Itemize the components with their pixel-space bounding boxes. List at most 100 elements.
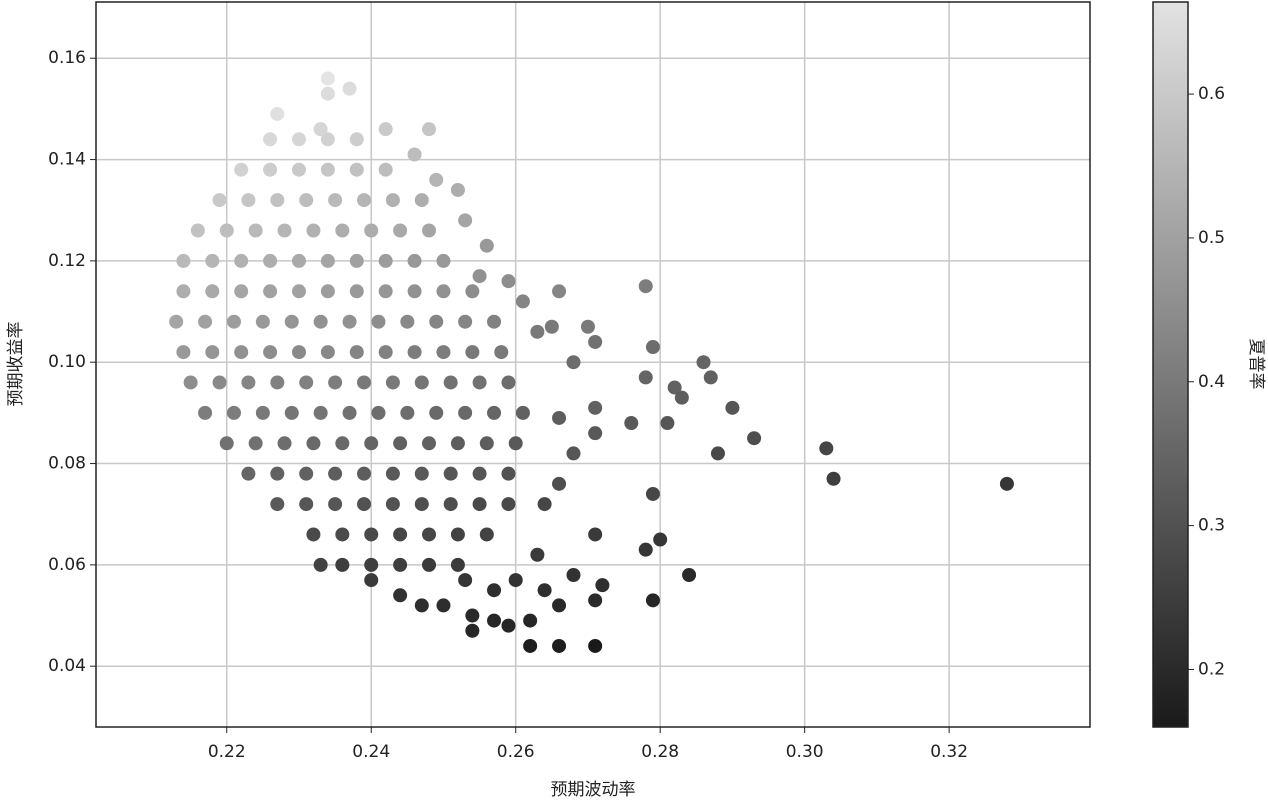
point [443,375,458,390]
point [313,314,328,329]
point [436,598,451,613]
point [645,593,660,608]
point [263,162,278,177]
point [270,193,285,208]
point [472,497,487,512]
point [508,436,523,451]
point [212,375,227,390]
point [335,527,350,542]
point [487,613,502,628]
point [364,573,379,588]
point [414,598,429,613]
point [515,405,530,420]
point [645,340,660,355]
point [595,578,610,593]
point [638,279,653,294]
point [205,284,220,299]
point [458,213,473,228]
point [241,375,256,390]
point [270,466,285,481]
point [364,436,379,451]
point [385,193,400,208]
point [414,466,429,481]
y-tick-label: 0.04 [48,656,86,676]
point [566,446,581,461]
point [205,345,220,360]
point [465,608,480,623]
colorbar-tick-label: 0.5 [1198,228,1225,248]
point [696,355,711,370]
point [364,557,379,572]
point [653,532,668,547]
point [335,436,350,451]
colorbar-tick-label: 0.3 [1198,516,1225,536]
point [313,405,328,420]
point [588,400,603,415]
point [328,497,343,512]
point [306,436,321,451]
point [212,193,227,208]
point [378,284,393,299]
point [241,466,256,481]
point [501,375,516,390]
point [393,557,408,572]
x-tick-label: 0.28 [641,742,679,762]
point [313,557,328,572]
point [436,284,451,299]
point [169,314,184,329]
point [342,81,357,96]
point [205,253,220,268]
point [299,375,314,390]
y-tick-label: 0.08 [48,454,86,474]
point [234,253,249,268]
point [667,380,682,395]
point [479,436,494,451]
point [320,132,335,147]
point [552,598,567,613]
point [349,162,364,177]
point [450,436,465,451]
point [357,193,372,208]
point [385,466,400,481]
point [537,583,552,598]
point [378,253,393,268]
point [400,405,415,420]
point [291,284,306,299]
point [320,284,335,299]
point [320,345,335,360]
point [241,193,256,208]
point [414,375,429,390]
point [537,497,552,512]
point [552,476,567,491]
point [660,416,675,431]
point [357,497,372,512]
point [299,466,314,481]
point [407,147,422,162]
point [523,638,538,653]
point [472,269,487,284]
x-tick-label: 0.22 [208,742,246,762]
point [385,375,400,390]
point [450,557,465,572]
colorbar-tick-label: 0.4 [1198,372,1225,392]
point [422,557,437,572]
point [198,314,213,329]
point [645,486,660,501]
point [306,223,321,238]
point [176,253,191,268]
point [291,345,306,360]
point [465,345,480,360]
colorbar-tick-label: 0.2 [1198,659,1225,679]
point [277,223,292,238]
point [393,436,408,451]
point [638,370,653,385]
point [422,223,437,238]
point [357,466,372,481]
y-tick-label: 0.12 [48,251,86,271]
point [472,375,487,390]
point [349,132,364,147]
y-tick-label: 0.06 [48,555,86,575]
point [270,497,285,512]
point [183,375,198,390]
